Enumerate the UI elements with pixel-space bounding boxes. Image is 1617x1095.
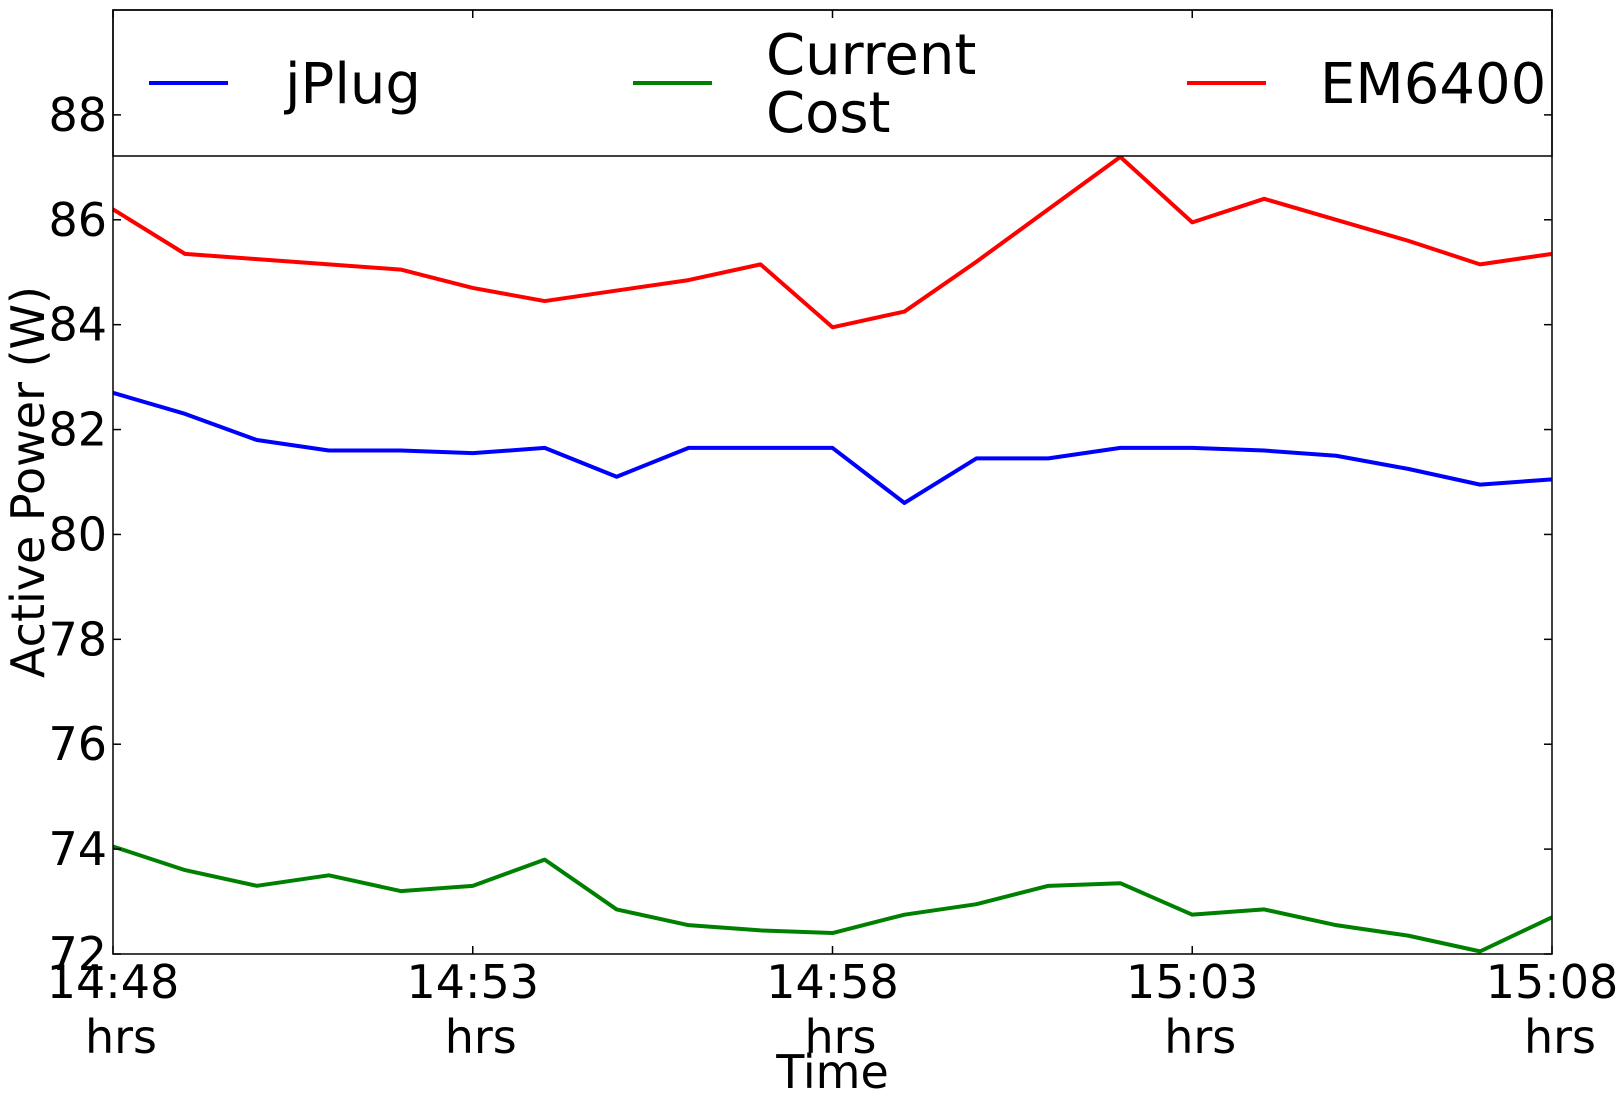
- series-line-em6400: [111, 154, 1553, 330]
- x-tick-label-line: hrs: [1164, 1010, 1236, 1064]
- x-tick-label-line: 14:53: [406, 955, 539, 1009]
- y-tick-label: 88: [48, 88, 107, 142]
- x-axis-label: Time: [775, 1045, 889, 1095]
- y-tick-label: 76: [48, 717, 107, 771]
- legend-label-current-cost: Cost: [766, 81, 891, 146]
- x-tick-label-line: 14:58: [766, 955, 899, 1009]
- y-axis-label: Active Power (W): [1, 286, 55, 678]
- x-tick-label-line: 15:08: [1486, 955, 1617, 1009]
- x-tick-label-line: 14:48: [47, 955, 180, 1009]
- legend-label-current-cost: Current: [766, 23, 976, 88]
- legend-label-em6400: EM6400: [1320, 52, 1546, 117]
- x-tick-label: 14:48 hrs: [47, 955, 180, 1064]
- x-tick-label: 14:53 hrs: [406, 955, 539, 1064]
- y-tick-label: 86: [48, 193, 107, 247]
- plot-area: [113, 10, 1552, 954]
- series-line-jplug: [112, 390, 1553, 505]
- y-tick-label: 80: [48, 507, 107, 561]
- series-line-current-cost: [112, 844, 1553, 954]
- y-tick-label: 74: [48, 822, 107, 876]
- x-tick-label-line: hrs: [804, 1010, 876, 1064]
- x-tick-label: 14:58 hrs: [766, 955, 899, 1064]
- x-tick-label: 15:03 hrs: [1126, 955, 1259, 1064]
- legend-label-jplug: jPlug: [283, 52, 421, 117]
- x-tick-label-line: 15:03: [1126, 955, 1259, 1009]
- x-tick-label: 15:08 hrs: [1486, 955, 1617, 1064]
- x-tick-label-line: hrs: [1524, 1010, 1596, 1064]
- y-tick-label: 82: [48, 403, 107, 457]
- y-tick-label: 78: [48, 612, 107, 666]
- legend-box: [112, 9, 1553, 157]
- plot-background: [113, 10, 1552, 954]
- x-tick-label-line: hrs: [445, 1010, 517, 1064]
- y-tick-label: 72: [48, 927, 107, 981]
- x-tick-label-line: hrs: [85, 1010, 157, 1064]
- y-tick-label: 84: [48, 298, 107, 352]
- series-layer: [111, 154, 1553, 954]
